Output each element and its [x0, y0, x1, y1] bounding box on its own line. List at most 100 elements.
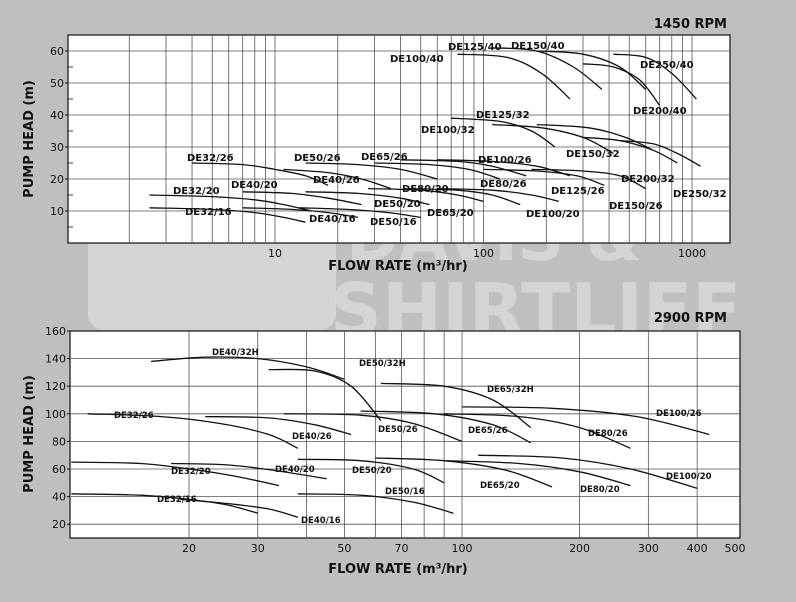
curve-de40-16 — [242, 207, 359, 219]
curve-de150-40 — [536, 50, 647, 90]
curve-labels: DE32/16 DE32/20 DE32/26 DE40/16 DE40/20 DE40/… — [114, 348, 712, 526]
x-tick-label: 30 — [251, 542, 265, 555]
curve-label-de250-40: DE250/40 — [640, 60, 694, 71]
curve-de200-32 — [582, 136, 678, 164]
curve-label-de40-26: DE40/26 — [313, 175, 360, 186]
x-tick-label: 100 — [473, 247, 494, 260]
curve-label-de80-26: DE80/26 — [480, 179, 527, 190]
curve-label-de200-32: DE200/32 — [621, 174, 675, 185]
curve-label-de40-20: DE40/20 — [275, 465, 315, 475]
x-tick-label: 20 — [182, 542, 196, 555]
curve-label-de80-20: DE80/20 — [580, 485, 620, 495]
curve-label-de32-26: DE32/26 — [187, 153, 234, 164]
y-tick-label: 40 — [50, 109, 64, 122]
curve-de32-26 — [191, 162, 329, 186]
chart-title: 1450 RPM — [654, 17, 727, 32]
curve-de50-20 — [305, 191, 430, 206]
curve-de32-26 — [87, 413, 299, 449]
curve-de40-20 — [171, 462, 327, 480]
curve-de100-20 — [437, 187, 560, 203]
curve-de100-26 — [461, 406, 710, 436]
curve-label-de32-16: DE32/16 — [185, 207, 232, 218]
curve-de65-20 — [375, 457, 553, 488]
y-tick-label: 140 — [45, 353, 66, 366]
x-tick-label: 1000 — [678, 247, 706, 260]
curve-label-de150-40: DE150/40 — [511, 41, 565, 52]
curve-label-de50-16: DE50/16 — [370, 217, 417, 228]
curve-label-de32-20: DE32/20 — [173, 186, 220, 197]
curve-label-de32-20: DE32/20 — [171, 467, 211, 477]
curve-label-de100-20: DE100/20 — [526, 209, 580, 220]
curve-label-de40-26: DE40/26 — [292, 432, 332, 442]
curve-label-de50-26: DE50/26 — [294, 153, 341, 164]
curve-de40-16 — [180, 498, 299, 518]
curve-label-de40-16: DE40/16 — [309, 214, 356, 225]
x-tick-label: 300 — [638, 542, 659, 555]
curve-de80-20 — [404, 187, 521, 206]
x-axis-title: FLOW RATE (m³/hr) — [328, 562, 468, 577]
curve-de80-20 — [444, 460, 631, 487]
y-tick-label: 40 — [52, 491, 66, 504]
curve-label-de40-16: DE40/16 — [301, 516, 341, 526]
curve-de40-20 — [242, 191, 362, 206]
curve-de150-26 — [531, 168, 646, 190]
curve-label-de100-26: DE100/26 — [478, 155, 532, 166]
curve-de65-26 — [374, 162, 501, 180]
y-tick-label: 160 — [45, 325, 66, 338]
y-axis-title: PUMP HEAD (m) — [22, 375, 37, 493]
curve-label-de100-20: DE100/20 — [666, 472, 712, 482]
curve-label-de100-40: DE100/40 — [390, 54, 444, 65]
curve-label-de150-26: DE150/26 — [609, 201, 663, 212]
curves — [149, 47, 701, 223]
x-tick-labels: 20 30 50 70 100 200 300 400 500 — [182, 542, 746, 555]
curves — [71, 356, 710, 518]
curve-de50-26 — [305, 162, 438, 180]
y-tick-label: 50 — [50, 77, 64, 90]
y-tick-labels: 20 40 60 80 100 120 140 160 — [45, 325, 70, 531]
curve-de50-16 — [298, 207, 421, 219]
curve-label-de32-16: DE32/16 — [157, 495, 197, 505]
curve-de32-20 — [71, 461, 280, 487]
curve-label-de65-26: DE65/26 — [468, 426, 508, 436]
x-tick-label: 10 — [268, 247, 282, 260]
y-tick-label: 20 — [52, 518, 66, 531]
y-tick-labels: 10 20 30 40 50 60 — [50, 45, 68, 218]
curve-label-de125-32: DE125/32 — [476, 110, 530, 121]
curve-label-de65-26: DE65/26 — [361, 152, 408, 163]
chart-title: 2900 RPM — [654, 311, 727, 326]
curve-de200-40 — [582, 63, 661, 106]
x-tick-label: 200 — [569, 542, 590, 555]
curve-de50-26 — [283, 413, 463, 443]
curve-de250-40 — [613, 53, 697, 100]
y-tick-label: 10 — [50, 205, 64, 218]
curve-de32-20 — [149, 194, 312, 212]
curve-de50-16 — [297, 493, 454, 514]
curve-de32-16 — [71, 493, 258, 514]
curve-label-de40-32h: DE40/32H — [212, 348, 259, 358]
x-tick-label: 50 — [337, 542, 351, 555]
curve-de100-26 — [437, 159, 571, 177]
y-tick-label: 120 — [45, 380, 66, 393]
curve-label-de65-20: DE65/20 — [480, 481, 520, 491]
curve-de50-20 — [297, 458, 445, 484]
curve-label-de80-26: DE80/26 — [588, 429, 628, 439]
curve-de65-20 — [368, 187, 484, 203]
curve-label-de65-20: DE65/20 — [427, 208, 474, 219]
curve-label-de32-26: DE32/26 — [114, 411, 154, 421]
curve-label-de50-20: DE50/20 — [374, 199, 421, 210]
curve-label-de80-20: DE80/20 — [402, 184, 449, 195]
x-axis-title: FLOW RATE (m³/hr) — [328, 259, 468, 274]
y-tick-label: 20 — [50, 173, 64, 186]
curve-label-de200-40: DE200/40 — [633, 106, 687, 117]
y-tick-label: 60 — [52, 463, 66, 476]
curve-de100-40 — [457, 53, 571, 100]
curve-label-de50-16: DE50/16 — [385, 487, 425, 497]
chart-1450-rpm: DE32/16 DE32/20 DE32/26 DE40/16 DE40/20 DE40/… — [22, 17, 731, 274]
curve-label-de65-32h: DE65/32H — [487, 385, 534, 395]
curve-de40-26 — [283, 168, 392, 190]
chart-2900-rpm: DE32/16 DE32/20 DE32/26 DE40/16 DE40/20 DE40/… — [22, 311, 746, 577]
curve-de40-26 — [205, 415, 352, 436]
curve-de32-16 — [149, 207, 306, 223]
x-tick-label: 70 — [394, 542, 408, 555]
